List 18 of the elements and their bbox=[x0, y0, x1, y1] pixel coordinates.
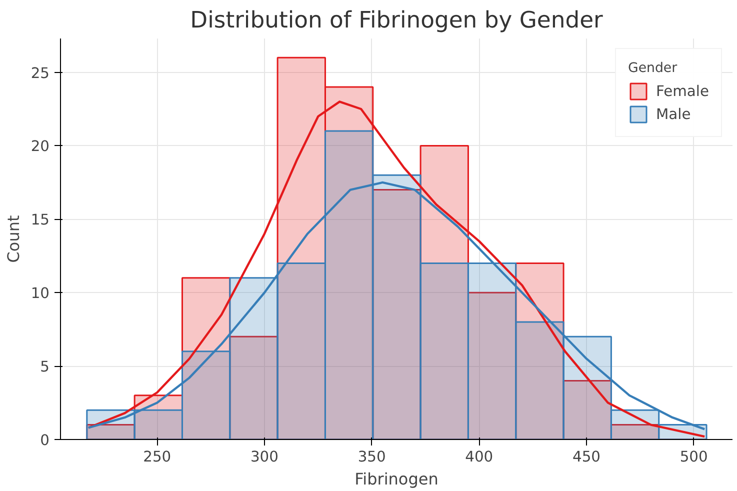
y-axis-title: Count bbox=[4, 215, 23, 263]
x-tick-label: 250 bbox=[143, 448, 172, 466]
y-tick-label: 5 bbox=[40, 358, 50, 376]
x-tick-label: 350 bbox=[358, 448, 386, 466]
x-tick-label: 300 bbox=[250, 448, 278, 466]
y-tick-label: 10 bbox=[30, 285, 50, 302]
legend-label: Female bbox=[656, 82, 709, 100]
x-axis-title: Fibrinogen bbox=[354, 470, 438, 488]
y-tick-label: 20 bbox=[30, 138, 50, 156]
y-tick-label: 0 bbox=[40, 432, 50, 449]
legend-title: Gender bbox=[628, 61, 678, 76]
x-tick-label: 400 bbox=[465, 448, 494, 466]
chart-title: Distribution of Fibrinogen by Gender bbox=[190, 8, 604, 34]
y-tick-label: 15 bbox=[30, 212, 50, 229]
y-tick-label: 25 bbox=[30, 64, 50, 82]
x-tick-label: 500 bbox=[680, 448, 708, 466]
x-tick-label: 450 bbox=[572, 448, 601, 466]
legend-label: Male bbox=[656, 106, 691, 122]
